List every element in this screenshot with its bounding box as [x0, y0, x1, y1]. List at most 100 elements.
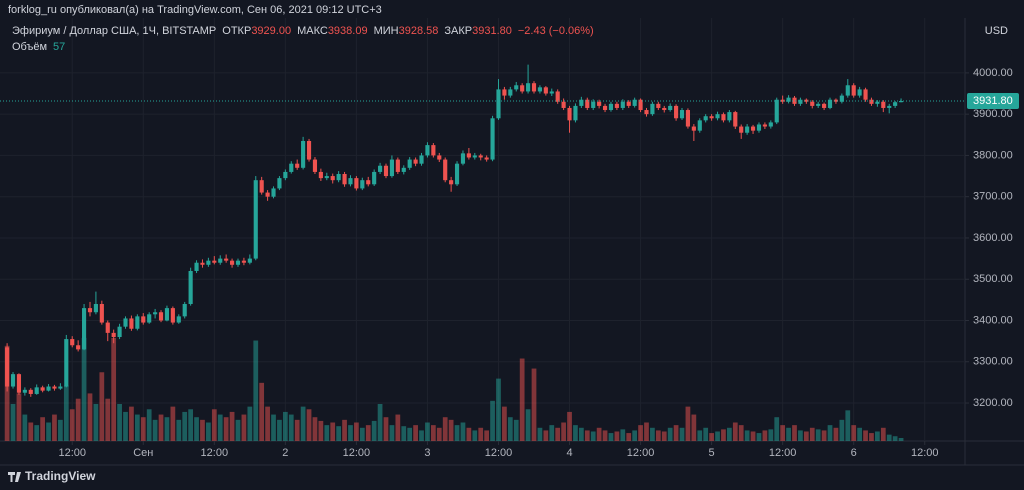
candle-body: [52, 386, 57, 389]
volume-bar: [401, 426, 407, 441]
candle-body: [739, 126, 744, 133]
volume-bar: [667, 427, 673, 441]
candle-body: [674, 105, 679, 119]
volume-bar: [294, 419, 300, 441]
candle-body: [679, 110, 685, 119]
candle-body: [526, 83, 531, 92]
volume-bar: [330, 422, 336, 441]
x-tick-label: 5: [709, 447, 715, 459]
volume-bar: [348, 425, 353, 441]
candle-body: [259, 180, 264, 193]
candle-body: [543, 87, 548, 94]
candle-body: [194, 262, 199, 271]
volume-bar: [395, 414, 401, 441]
volume-bar: [632, 430, 638, 441]
volume-bar: [229, 411, 235, 441]
candle-body: [662, 107, 667, 111]
y-tick-label: 3500.00: [973, 273, 1013, 285]
volume-bar: [827, 425, 833, 441]
volume-bar: [40, 417, 45, 441]
candle-body: [253, 180, 258, 259]
volume-bar: [10, 403, 16, 441]
candle-body: [520, 85, 525, 92]
volume-bar: [28, 422, 34, 441]
candle-body: [697, 120, 702, 131]
volume-bar: [318, 420, 324, 441]
volume-bar: [756, 433, 762, 441]
volume-bar: [768, 429, 774, 441]
volume-bar: [780, 425, 786, 441]
volume-bar: [407, 427, 413, 441]
legend-field-value: 3929.00: [251, 25, 291, 37]
volume-bar: [697, 430, 703, 441]
volume-bar: [786, 427, 791, 441]
volume-bar: [16, 393, 22, 441]
y-tick-label: 3200.00: [973, 397, 1013, 409]
candle-body: [881, 101, 886, 108]
candle-body: [780, 99, 785, 102]
volume-bar: [359, 427, 365, 441]
volume-bar: [679, 427, 685, 441]
volume-bar: [99, 372, 105, 441]
candle-body: [537, 87, 542, 92]
candle-body: [28, 389, 33, 394]
volume-bar: [555, 427, 561, 441]
volume-label: Объём: [12, 41, 47, 53]
volume-bar: [336, 426, 342, 441]
publish-info: forklog_ru опубликовал(а) на TradingView…: [8, 4, 382, 16]
volume-value: 57: [53, 41, 65, 53]
volume-bar: [626, 433, 632, 441]
candle-body: [484, 157, 489, 160]
volume-bar: [638, 425, 643, 441]
volume-bar: [188, 409, 193, 441]
candle-body: [727, 112, 732, 121]
volume-bar: [584, 430, 590, 441]
volume-bar: [312, 417, 318, 441]
candle-body: [762, 124, 767, 127]
candle-body: [893, 102, 898, 106]
volume-bar: [383, 417, 389, 441]
legend-line: Объём 57: [12, 41, 65, 53]
candle-body: [360, 180, 365, 189]
candle-body: [5, 347, 10, 387]
volume-bar: [105, 398, 111, 441]
volume-bar: [750, 431, 756, 441]
candle-body: [164, 308, 170, 321]
volume-bar: [774, 417, 780, 441]
candle-body: [810, 101, 815, 106]
volume-bar: [223, 417, 229, 441]
candle-body: [99, 303, 104, 323]
volume-bar: [803, 431, 809, 441]
candle-body: [81, 308, 87, 350]
candle-body: [58, 386, 63, 389]
volume-bar: [371, 420, 377, 441]
volume-bar: [324, 425, 330, 441]
volume-bar: [484, 430, 490, 441]
candle-body: [816, 103, 821, 106]
volume-bar: [519, 358, 525, 441]
volume-bar: [206, 422, 211, 441]
candle-body: [16, 374, 22, 393]
volume-bar: [211, 409, 217, 441]
x-tick-label: Сен: [133, 447, 153, 459]
volume-bar: [644, 422, 649, 441]
candle-body: [342, 173, 347, 185]
volume-bar: [217, 414, 223, 441]
candle-body: [117, 326, 122, 338]
volume-bar: [478, 427, 484, 441]
candle-body: [34, 387, 39, 394]
volume-bar: [454, 425, 460, 441]
volume-bar: [63, 385, 69, 441]
legend-field-label: ОТКР: [222, 25, 251, 37]
candle-body: [70, 339, 75, 346]
volume-bar: [798, 430, 803, 441]
candle-body: [188, 270, 193, 304]
volume-bar: [460, 422, 466, 441]
volume-bar: [502, 406, 507, 441]
tradingview-logo: [8, 472, 21, 482]
last-price-label: 3931.80: [973, 95, 1013, 107]
candle-body: [64, 339, 69, 387]
volume-bar: [134, 414, 140, 441]
volume-bar: [354, 422, 359, 441]
